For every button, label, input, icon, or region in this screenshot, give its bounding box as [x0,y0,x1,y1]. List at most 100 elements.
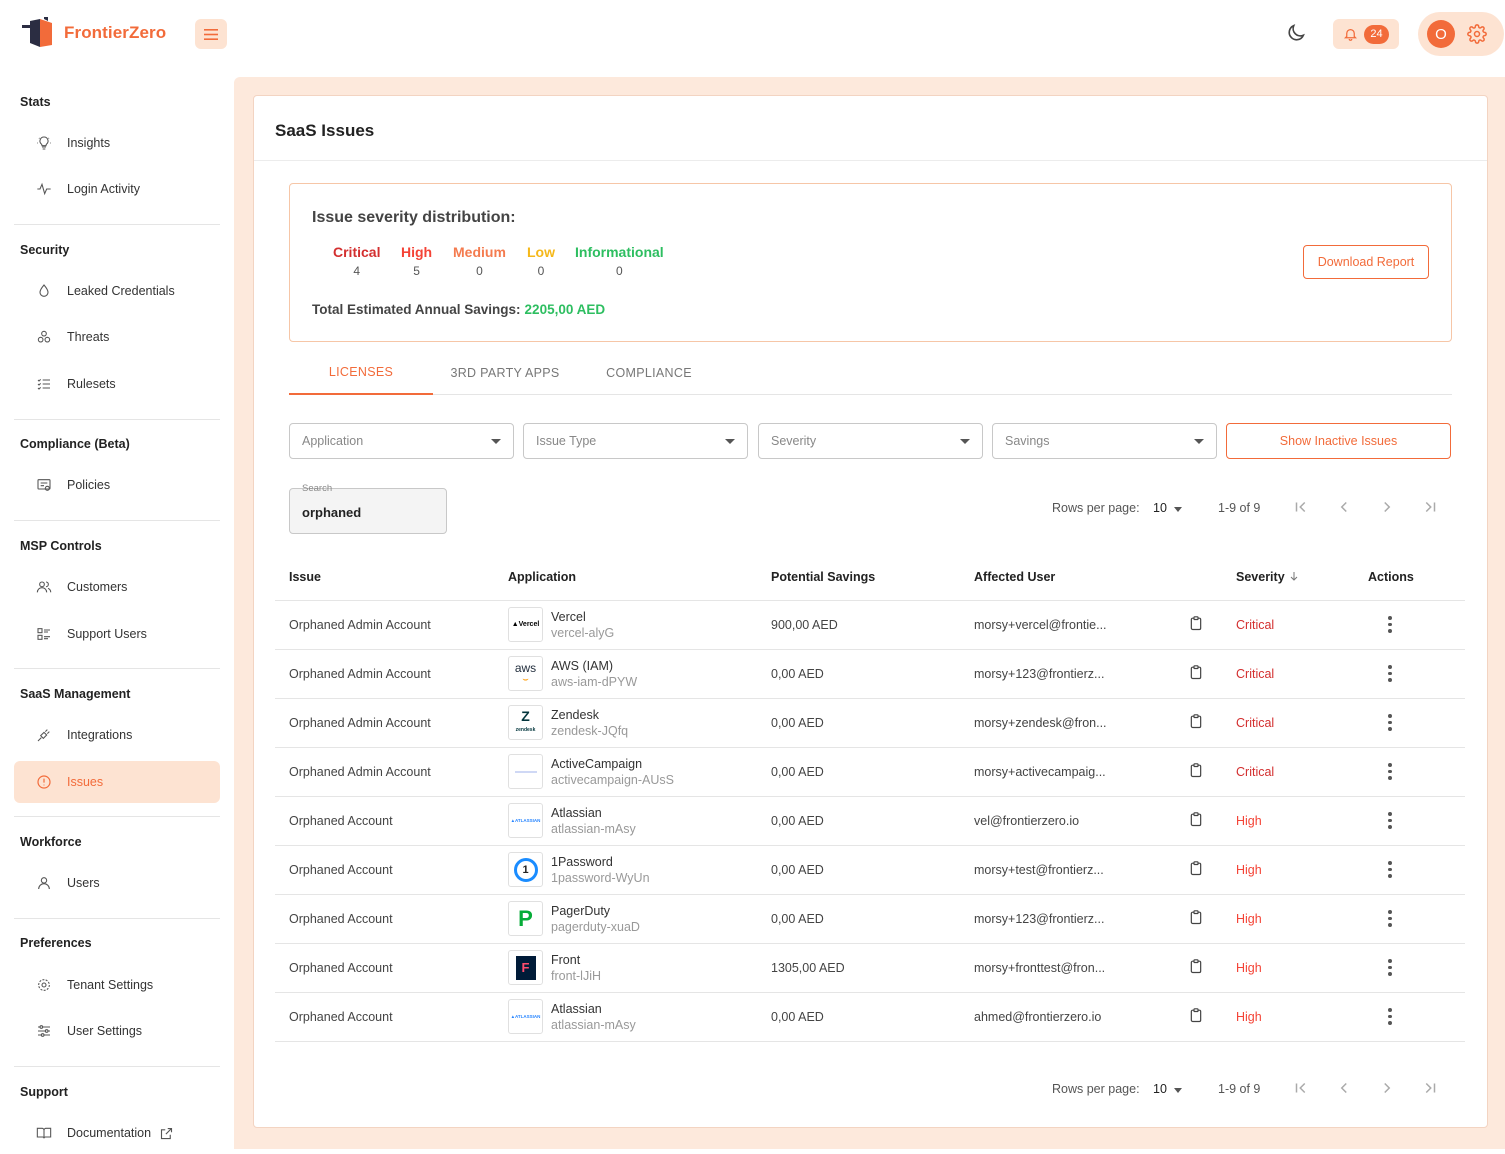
application-id: aws-iam-dPYW [551,674,638,689]
more-vert-icon[interactable] [1378,616,1402,633]
more-vert-icon[interactable] [1378,861,1402,878]
droplet-icon [39,284,49,297]
show-inactive-issues-button[interactable]: Show Inactive Issues [1226,423,1451,459]
sidebar-section-workforce: Workforce [20,835,82,849]
sidebar-item-threats[interactable]: Threats [14,316,220,358]
table-row[interactable]: Orphaned Account 1 1Password 1password-W… [275,845,1465,895]
hamburger-icon [204,28,218,40]
gear-icon[interactable] [1467,24,1487,44]
last-page-icon[interactable] [1421,498,1439,516]
affected-user-cell: morsy+test@frontierz... [974,845,1188,895]
clipboard-icon[interactable] [1188,664,1204,681]
severity-count: 0 [476,264,483,278]
more-vert-icon[interactable] [1378,763,1402,780]
more-vert-icon[interactable] [1378,714,1402,731]
table-row[interactable]: Orphaned Account P PagerDuty pagerduty-x… [275,894,1465,944]
sidebar-item-support-users[interactable]: Support Users [14,613,220,655]
severity-cell: High [1236,992,1368,1042]
more-vert-icon[interactable] [1378,812,1402,829]
sidebar-item-policies[interactable]: Policies [14,464,220,506]
column-header-severity[interactable]: Severity [1236,554,1368,601]
sidebar-item-label: Support Users [67,627,147,641]
issues-card: SaaS Issues Issue severity distribution:… [253,95,1488,1128]
issue-cell: Orphaned Account [275,894,508,944]
download-report-button[interactable]: Download Report [1303,245,1429,279]
table-row[interactable]: Orphaned Admin Account ▲Vercel Vercel ve… [275,600,1465,650]
clipboard-icon[interactable] [1188,860,1204,877]
table-row[interactable]: Orphaned Account ▲ATLASSIAN Atlassian at… [275,992,1465,1042]
issue-type-filter[interactable]: Issue Type [523,423,748,459]
more-vert-icon[interactable] [1378,910,1402,927]
sidebar-item-issues[interactable]: Issues [14,761,220,803]
sidebar-divider [14,520,220,521]
application-cell: ▲Vercel Vercel vercel-alyG [508,600,771,650]
sidebar-divider [14,918,220,919]
clipboard-icon[interactable] [1188,615,1204,632]
application-id: atlassian-mAsy [551,821,636,836]
first-page-icon[interactable] [1292,1079,1310,1097]
application-info: ActiveCampaign activecampaign-AUsS [508,754,771,789]
clipboard-icon[interactable] [1188,909,1204,926]
notifications-button[interactable]: 24 [1333,19,1399,49]
savings-filter[interactable]: Savings [992,423,1217,459]
search-input[interactable]: Search orphaned [289,483,447,534]
column-header-affected-user[interactable]: Affected User [974,554,1188,601]
sidebar-divider [14,419,220,420]
first-page-icon[interactable] [1292,498,1310,516]
sidebar-item-customers[interactable]: Customers [14,566,220,608]
next-page-icon[interactable] [1378,498,1396,516]
clipboard-icon[interactable] [1188,713,1204,730]
sidebar-item-insights[interactable]: Insights [14,122,220,164]
theme-toggle-button[interactable] [1285,22,1307,49]
app-logo-icon: ▲ATLASSIAN [508,803,543,838]
last-page-icon[interactable] [1421,1079,1439,1097]
table-row[interactable]: Orphaned Account ▲ATLASSIAN Atlassian at… [275,796,1465,846]
clipboard-icon[interactable] [1188,958,1204,975]
application-name: Atlassian [551,805,602,820]
sidebar-item-user-settings[interactable]: User Settings [14,1010,220,1052]
tab-compliance[interactable]: COMPLIANCE [606,366,692,380]
sidebar-item-users[interactable]: Users [14,862,220,904]
more-vert-icon[interactable] [1378,1008,1402,1025]
more-vert-icon[interactable] [1378,665,1402,682]
avatar[interactable]: O [1427,20,1455,48]
sidebar-item-leaked-credentials[interactable]: Leaked Credentials [14,270,220,312]
brand-name: FrontierZero [64,23,167,42]
severity-cell: High [1236,845,1368,895]
sidebar-item-documentation[interactable]: Documentation [14,1112,220,1154]
sidebar-item-tenant-settings[interactable]: Tenant Settings [14,964,220,1006]
rows-per-page-select[interactable]: 10 [1153,501,1167,515]
clipboard-icon[interactable] [1188,811,1204,828]
severity-filter[interactable]: Severity [758,423,983,459]
app-logo-icon: ▲Vercel [508,607,543,642]
more-vert-icon[interactable] [1378,959,1402,976]
rows-per-page-select[interactable]: 10 [1153,1082,1167,1096]
next-page-icon[interactable] [1378,1079,1396,1097]
tab-3rd-party-apps[interactable]: 3RD PARTY APPS [450,366,560,380]
brand-logo[interactable]: FrontierZero [22,17,166,49]
table-row[interactable]: Orphaned Account F Front front-lJiH 1305… [275,943,1465,993]
sidebar-section-stats: Stats [20,95,51,109]
sidebar-item-integrations[interactable]: Integrations [14,714,220,756]
previous-page-icon[interactable] [1335,1079,1353,1097]
savings-cell: 900,00 AED [771,600,974,650]
column-header-issue[interactable]: Issue [275,554,508,601]
sidebar-item-label: Threats [67,330,110,344]
table-row[interactable]: Orphaned Admin Account aws ⌣ AWS (IAM) aw… [275,649,1465,699]
user-menu[interactable]: O [1418,12,1504,56]
severity-label: Informational [575,244,664,260]
sidebar-item-rulesets[interactable]: Rulesets [14,363,220,405]
sidebar-item-label: Integrations [67,728,133,742]
clipboard-icon[interactable] [1188,1007,1204,1024]
application-filter[interactable]: Application [289,423,514,459]
tab-licenses[interactable]: LICENSES [289,351,433,395]
sidebar-item-login-activity[interactable]: Login Activity [14,168,220,210]
previous-page-icon[interactable] [1335,498,1353,516]
column-header-savings[interactable]: Potential Savings [771,554,974,601]
column-header-application[interactable]: Application [508,554,771,601]
clipboard-icon[interactable] [1188,762,1204,779]
menu-toggle-button[interactable] [195,19,227,49]
table-row[interactable]: Orphaned Admin Account ActiveCampaign ac… [275,747,1465,797]
